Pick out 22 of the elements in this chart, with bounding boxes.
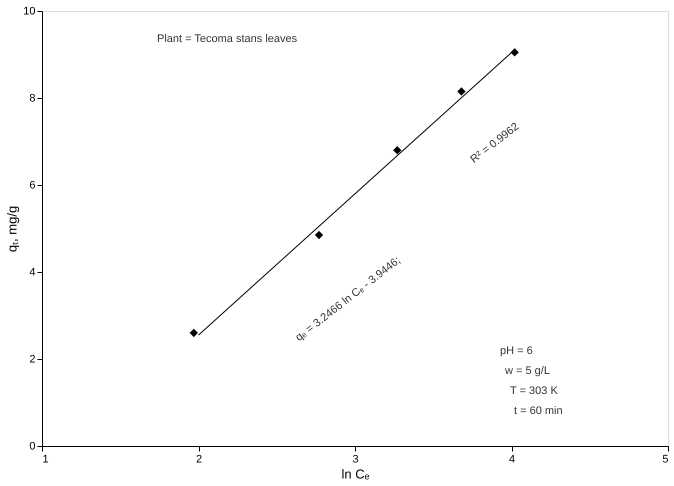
y-tick-label: 6	[29, 180, 36, 192]
x-tick-label: 4	[508, 454, 516, 466]
x-tick-label: 5	[662, 454, 668, 466]
annotation: w = 5 g/L	[504, 365, 550, 377]
y-tick-label: 10	[23, 6, 36, 18]
x-tick-label: 2	[196, 454, 202, 466]
point	[314, 230, 324, 240]
y-axis-title: qₜ, mg/g	[4, 206, 20, 252]
x-tick-label: 3	[352, 454, 359, 466]
point	[457, 87, 466, 96]
y-tick-label: 0	[29, 440, 36, 452]
annotation: T = 303 K	[510, 385, 558, 397]
x-tick-label: 1	[42, 454, 49, 466]
annotation: Plant = Tecoma stans leaves	[157, 33, 298, 45]
y-tick-label: 2	[29, 354, 36, 366]
annotation: pH = 6	[500, 345, 533, 357]
y-tick-label: 8	[29, 92, 36, 104]
point	[190, 328, 198, 338]
y-tick-label: 4	[29, 266, 36, 278]
point	[393, 146, 402, 154]
annotation: t = 60 min	[514, 405, 563, 417]
x-axis-title: ln Cₑ	[342, 466, 370, 482]
